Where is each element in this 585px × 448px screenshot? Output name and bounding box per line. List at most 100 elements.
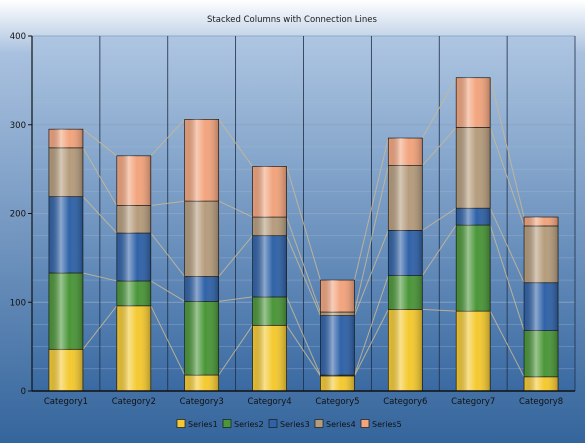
connection-line [150, 280, 185, 302]
axes: 0 100 200 300 400 Category1 Category2 Category3… [10, 32, 575, 407]
x-tick-label: Category8 [519, 397, 563, 407]
connection-line [218, 296, 253, 302]
bar-highlight [252, 217, 287, 236]
bar-highlight [456, 127, 491, 209]
connection-lines [82, 77, 525, 378]
bar-highlight [456, 311, 491, 391]
bar-highlight [48, 349, 83, 391]
x-tick-label: Category5 [315, 397, 359, 407]
connection-line [82, 272, 117, 282]
connection-line [421, 127, 457, 166]
bar-highlight [456, 208, 491, 226]
connection-line [218, 235, 253, 277]
bar-highlight [184, 201, 219, 277]
y-tick-label: 400 [10, 32, 26, 42]
bar-highlight [388, 138, 423, 166]
connection-line [353, 137, 389, 281]
bar-highlight [456, 77, 491, 128]
bar-highlight [388, 275, 423, 310]
legend-label: Series4 [326, 420, 356, 429]
legend-swatch-series1 [176, 419, 186, 428]
bar-highlight [116, 305, 151, 391]
connection-line [422, 308, 457, 312]
bar-highlight [184, 301, 219, 376]
connection-line [421, 224, 457, 276]
connection-line [353, 309, 389, 377]
connection-line [286, 235, 321, 316]
bar-highlight [252, 235, 287, 297]
x-tick-label: Category4 [247, 397, 291, 407]
bar-highlight [184, 119, 219, 202]
bar-highlight [184, 375, 219, 391]
bar-highlight [116, 233, 151, 281]
bar-highlight [320, 280, 355, 313]
connection-line [286, 166, 321, 281]
bar-highlight [48, 196, 83, 273]
bar-highlight [48, 129, 83, 148]
connection-line [489, 310, 525, 378]
legend-swatch-series4 [314, 419, 324, 428]
connection-line [286, 325, 321, 377]
bar-highlight [320, 375, 355, 391]
x-tick-label: Category6 [383, 397, 427, 407]
x-tick-label: Category2 [112, 397, 156, 407]
connection-line [353, 230, 389, 316]
bar-highlight [456, 225, 491, 312]
connection-line [489, 127, 525, 227]
connection-line [353, 165, 389, 313]
bar-highlight [320, 312, 355, 316]
connection-line [82, 128, 118, 157]
bar-highlight [48, 272, 83, 350]
connection-line [286, 296, 321, 376]
legend-label: Series1 [188, 420, 218, 429]
bar-highlight [524, 376, 559, 391]
connection-line [150, 305, 186, 376]
bar-highlight [116, 280, 151, 306]
legend-label: Series2 [234, 420, 264, 429]
connection-line [150, 119, 186, 157]
x-tick-label: Category7 [451, 397, 495, 407]
bar-highlight [320, 375, 355, 376]
bar-highlight [116, 205, 151, 234]
legend: Series1 Series2 Series3 Series4 Series5 [176, 419, 402, 429]
connection-line [286, 216, 321, 313]
bar-highlight [388, 165, 423, 231]
y-tick-label: 200 [10, 210, 26, 220]
bar-highlight [184, 276, 219, 302]
bar-highlight [388, 230, 423, 276]
x-tick-label: Category1 [44, 397, 88, 407]
connection-line [218, 200, 253, 218]
bar-highlight [388, 309, 423, 391]
legend-label: Series5 [372, 420, 402, 429]
connection-line [353, 275, 389, 376]
chart-title: Stacked Columns with Connection Lines [207, 15, 377, 25]
bar-highlight [524, 217, 559, 226]
legend-swatch-series2 [222, 419, 232, 428]
connection-line [82, 147, 118, 206]
connection-line [150, 232, 186, 277]
connection-line [82, 196, 118, 234]
y-tick-label: 300 [10, 121, 26, 131]
bar-highlight [252, 296, 287, 326]
connection-line [422, 207, 457, 231]
legend-swatch-series5 [360, 419, 370, 428]
y-tick-label: 100 [10, 298, 26, 308]
connection-line [150, 200, 185, 207]
legend-swatch-series3 [268, 419, 278, 428]
connection-line [489, 207, 525, 283]
bars [48, 77, 559, 392]
y-tick-label: 0 [21, 387, 26, 397]
bar-highlight [48, 147, 83, 197]
bar-highlight [524, 225, 559, 283]
connection-line [421, 77, 457, 139]
bar-highlight [524, 282, 559, 331]
connection-line [489, 77, 525, 218]
bar-highlight [320, 315, 355, 376]
connection-line [82, 305, 118, 350]
legend-label: Series3 [280, 420, 310, 429]
bar-highlight [252, 166, 287, 218]
x-tick-label: Category3 [180, 397, 224, 407]
connection-line [218, 325, 253, 376]
